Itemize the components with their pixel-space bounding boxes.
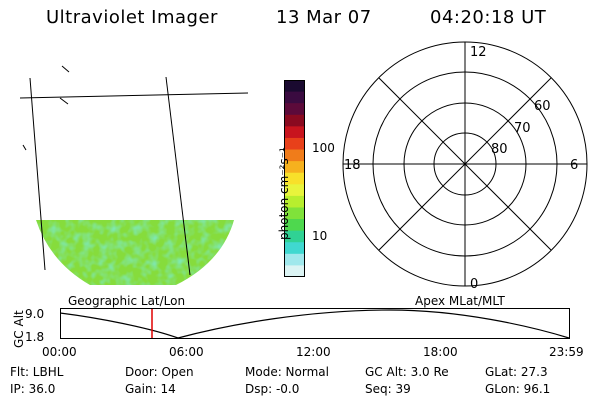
mlt-label-18: 18 <box>344 158 361 173</box>
geographic-latlon-label: Geographic Lat/Lon <box>68 294 186 308</box>
ip-status: IP: 36.0 <box>10 382 56 396</box>
colorbar-segment <box>284 265 305 278</box>
colorbar-tick-10: 10 <box>312 229 328 243</box>
colorbar-segment <box>284 149 305 162</box>
lat-label-70: 70 <box>514 121 531 136</box>
gc-alt-status: GC Alt: 3.0 Re <box>365 365 449 379</box>
altitude-strip-plot <box>60 308 570 339</box>
gain-status: Gain: 14 <box>125 382 176 396</box>
glat-status: GLat: 27.3 <box>485 365 548 379</box>
time-tick-0000: 00:00 <box>42 345 77 359</box>
instrument-title: Ultraviolet Imager <box>46 7 218 28</box>
color-scale-bar <box>284 80 305 278</box>
colorbar-tick-100: 100 <box>312 141 335 155</box>
date-label: 13 Mar 07 <box>276 7 372 28</box>
door-status: Door: Open <box>125 365 194 379</box>
dsp-status: Dsp: -0.0 <box>245 382 300 396</box>
colorbar-segment <box>284 114 305 127</box>
aurora-image <box>36 220 234 285</box>
time-tick-0600: 06:00 <box>169 345 204 359</box>
gc-alt-axis-title: GC Alt <box>12 310 26 348</box>
colorbar-segment <box>284 91 305 104</box>
orbit-altitude-curve <box>60 309 570 339</box>
alt-tick-1-8: 1.8 <box>25 330 45 344</box>
colorbar-segment <box>284 184 305 197</box>
diagonal-line-2 <box>378 77 552 251</box>
colorbar-segment <box>284 242 305 255</box>
colorbar-unit-label: photon cm⁻²s⁻¹ <box>277 147 291 240</box>
colorbar-segment <box>284 137 305 151</box>
apex-mlat-mlt-label: Apex MLat/MLT <box>415 294 505 308</box>
alt-tick-9: 9.0 <box>25 307 45 321</box>
polar-mlat-mlt-plot: 12 6 0 18 60 70 80 <box>342 41 588 290</box>
colorbar-segment <box>284 207 305 220</box>
colorbar-segment <box>284 219 305 232</box>
colorbar-segment <box>284 172 305 185</box>
glon-status: GLon: 96.1 <box>485 382 551 396</box>
filter-status: Flt: LBHL <box>10 365 64 379</box>
geographic-grid-lines <box>19 65 249 276</box>
colorbar-segment <box>284 80 305 93</box>
lat-label-60: 60 <box>534 99 551 114</box>
mlt-label-6: 6 <box>570 158 578 173</box>
mlt-label-0: 0 <box>470 277 478 290</box>
colorbar-segment <box>284 103 305 116</box>
time-label: 04:20:18 UT <box>430 7 547 28</box>
colorbar-segment <box>284 161 305 174</box>
time-tick-1800: 18:00 <box>423 345 458 359</box>
colorbar-border <box>284 80 305 277</box>
colorbar-segment <box>284 195 305 209</box>
colorbar-segment <box>284 126 305 139</box>
time-tick-1200: 12:00 <box>296 345 331 359</box>
time-tick-2359: 23:59 <box>549 345 584 359</box>
colorbar-segment <box>284 230 305 243</box>
seq-status: Seq: 39 <box>365 382 411 396</box>
lat-label-80: 80 <box>491 142 508 157</box>
mlt-label-12: 12 <box>470 45 487 60</box>
mode-status: Mode: Normal <box>245 365 329 379</box>
colorbar-segment <box>284 253 305 267</box>
